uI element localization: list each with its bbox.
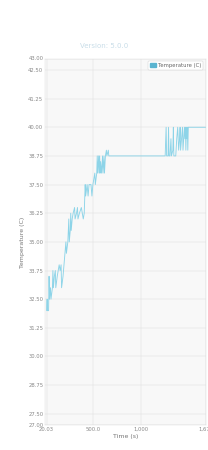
Legend: Temperature (C): Temperature (C) xyxy=(148,61,203,70)
Text: Results Detail: Results Detail xyxy=(63,24,145,35)
Text: Version: 5.0.0: Version: 5.0.0 xyxy=(80,43,128,49)
Text: Back: Back xyxy=(12,27,34,36)
X-axis label: Time (s): Time (s) xyxy=(113,434,138,439)
Y-axis label: Temperature (C): Temperature (C) xyxy=(20,216,25,267)
Text: 🔋: 🔋 xyxy=(194,7,197,13)
Text: 20:22: 20:22 xyxy=(8,5,32,14)
